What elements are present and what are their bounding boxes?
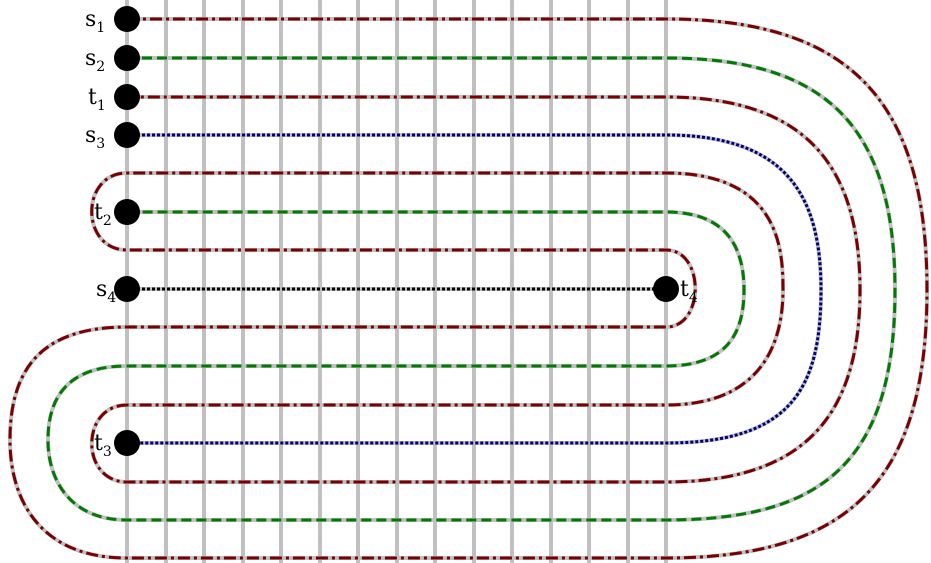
label-s4: s4	[96, 277, 116, 306]
grid-lines	[125, 0, 668, 563]
net-2-path	[45, 56, 898, 522]
terminal-s3	[114, 122, 140, 148]
label-t3: t3	[94, 431, 112, 460]
label-t4: t4	[680, 277, 698, 306]
terminal-s4	[114, 276, 140, 302]
terminal-t1	[114, 84, 140, 110]
net-3-path	[125, 133, 824, 445]
label-s3: s3	[85, 123, 105, 152]
label-s2: s2	[85, 46, 105, 75]
label-s1: s1	[85, 7, 105, 36]
terminal-t2	[114, 199, 140, 225]
net-1-path	[7, 17, 930, 560]
label-t2: t2	[94, 200, 112, 229]
net-2-line	[46, 56, 897, 522]
terminals	[114, 6, 679, 456]
terminal-labels: s1 s2 t1 s3 t2 s4 t3 t4	[85, 7, 698, 460]
terminal-t4	[653, 276, 679, 302]
terminal-s2	[114, 45, 140, 71]
net-3-line	[127, 133, 823, 445]
net-1-line	[8, 17, 929, 560]
terminal-s1	[114, 6, 140, 32]
terminal-t3	[114, 430, 140, 456]
label-t1: t1	[88, 85, 106, 114]
